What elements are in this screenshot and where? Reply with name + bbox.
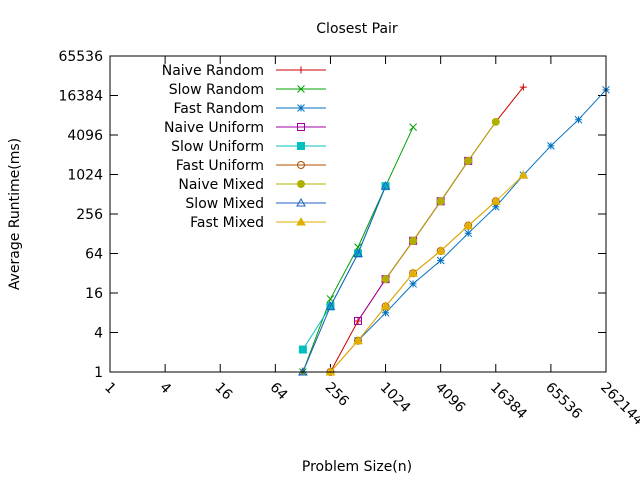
- x-tick-label: 64: [267, 380, 291, 404]
- y-tick-label: 4096: [67, 128, 103, 144]
- x-tick-label: 65536: [542, 380, 585, 423]
- legend-label: Naive Random: [162, 63, 264, 79]
- x-tick-label: 16: [211, 380, 235, 404]
- legend-label: Fast Mixed: [190, 215, 264, 231]
- x-tick-label: 4: [156, 380, 174, 398]
- y-tick-label: 64: [85, 247, 103, 263]
- data-point: [519, 83, 527, 91]
- y-axis-label: Average Runtime(ms): [7, 138, 23, 290]
- data-point: [298, 345, 307, 354]
- legend-entry: Slow Uniform: [171, 139, 326, 155]
- data-point: [381, 308, 390, 317]
- series-line: [357, 89, 607, 342]
- legend-label: Fast Random: [173, 101, 264, 117]
- y-tick-label: 4: [94, 326, 103, 342]
- y-tick-label: 256: [76, 207, 103, 223]
- legend-label: Naive Uniform: [164, 120, 264, 136]
- x-tick-label: 4096: [432, 380, 469, 417]
- data-point: [380, 181, 391, 190]
- legend-marker: [297, 161, 305, 169]
- data-point: [435, 245, 446, 255]
- legend-entry: Fast Mixed: [190, 215, 326, 231]
- legend-entry: Naive Mixed: [178, 177, 326, 193]
- legend-entry: Naive Random: [162, 63, 326, 79]
- x-tick-label: 256: [322, 380, 352, 410]
- y-tick-label: 1024: [67, 168, 103, 184]
- data-point: [408, 268, 418, 277]
- legend-marker: [296, 216, 306, 226]
- data-point: [354, 316, 362, 325]
- legend-entry: Slow Mixed: [185, 196, 326, 212]
- data-point: [409, 123, 417, 131]
- y-tick-label: 16: [85, 286, 103, 302]
- series-layer: [298, 83, 610, 376]
- legend-entry: Fast Uniform: [176, 158, 326, 174]
- data-point: [409, 236, 418, 245]
- x-tick-label: 1024: [377, 380, 414, 417]
- y-tick-label: 1: [94, 365, 103, 381]
- data-point: [464, 229, 473, 238]
- legend-label: Slow Mixed: [185, 196, 264, 212]
- series-naive-mixed: [381, 117, 500, 284]
- series-line: [302, 186, 387, 373]
- data-point: [464, 156, 473, 165]
- chart-title: Closest Pair: [316, 21, 398, 37]
- legend-marker: [297, 180, 305, 188]
- data-point: [354, 317, 362, 325]
- legend-marker: [297, 104, 305, 112]
- data-point: [436, 256, 445, 265]
- legend-label: Naive Mixed: [178, 177, 264, 193]
- plot-frame: [109, 55, 607, 373]
- x-tick-label: 262144: [597, 380, 640, 429]
- legend-entry: Naive Uniform: [164, 120, 326, 136]
- x-tick-label: 16384: [487, 380, 530, 423]
- data-point: [409, 280, 417, 288]
- data-point: [353, 335, 363, 345]
- x-tick-label: 1: [101, 380, 119, 398]
- legend-marker: [297, 66, 305, 74]
- legend-entry: Fast Random: [173, 101, 326, 117]
- data-point: [380, 301, 391, 310]
- legend-entry: Slow Random: [169, 82, 326, 98]
- data-point: [491, 202, 500, 211]
- data-point: [574, 115, 583, 124]
- series-fast-random: [354, 85, 610, 345]
- legend-label: Fast Uniform: [176, 158, 264, 174]
- data-point: [547, 141, 555, 150]
- legend-marker: [297, 123, 305, 131]
- legend-label: Slow Random: [169, 82, 264, 98]
- x-axis-label: Problem Size(n): [302, 459, 412, 475]
- data-point: [325, 301, 336, 310]
- legend-marker: [296, 197, 306, 207]
- y-tick-label: 65536: [58, 49, 103, 65]
- legend-label: Slow Uniform: [171, 139, 264, 155]
- data-point: [381, 275, 390, 284]
- data-point: [463, 220, 474, 230]
- data-point: [436, 197, 445, 206]
- y-tick-label: 16384: [58, 89, 103, 105]
- data-point: [490, 196, 501, 205]
- series-line: [330, 174, 524, 373]
- data-point: [518, 170, 529, 179]
- legend-marker: [297, 85, 305, 93]
- legend-marker: [297, 142, 305, 150]
- data-point: [353, 248, 363, 257]
- data-point: [491, 117, 500, 126]
- series-fast-mixed: [325, 170, 529, 376]
- legend: Naive Random Slow Random Fast Random Naive …: [162, 63, 326, 231]
- data-point: [354, 243, 362, 251]
